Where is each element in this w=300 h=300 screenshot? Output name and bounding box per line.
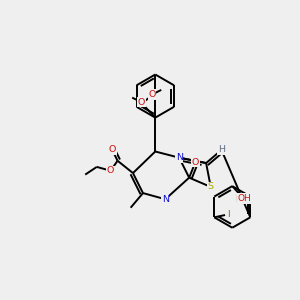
Text: N: N [176, 153, 183, 162]
Text: O: O [107, 166, 114, 175]
Text: I: I [227, 210, 230, 219]
Text: N: N [162, 195, 169, 204]
Text: OH: OH [238, 194, 251, 203]
Text: O: O [138, 98, 145, 107]
Text: I: I [235, 195, 238, 204]
Text: O: O [148, 90, 156, 99]
Text: H: H [218, 146, 225, 154]
Text: S: S [208, 182, 214, 191]
Text: O: O [192, 158, 199, 167]
Text: O: O [109, 146, 116, 154]
